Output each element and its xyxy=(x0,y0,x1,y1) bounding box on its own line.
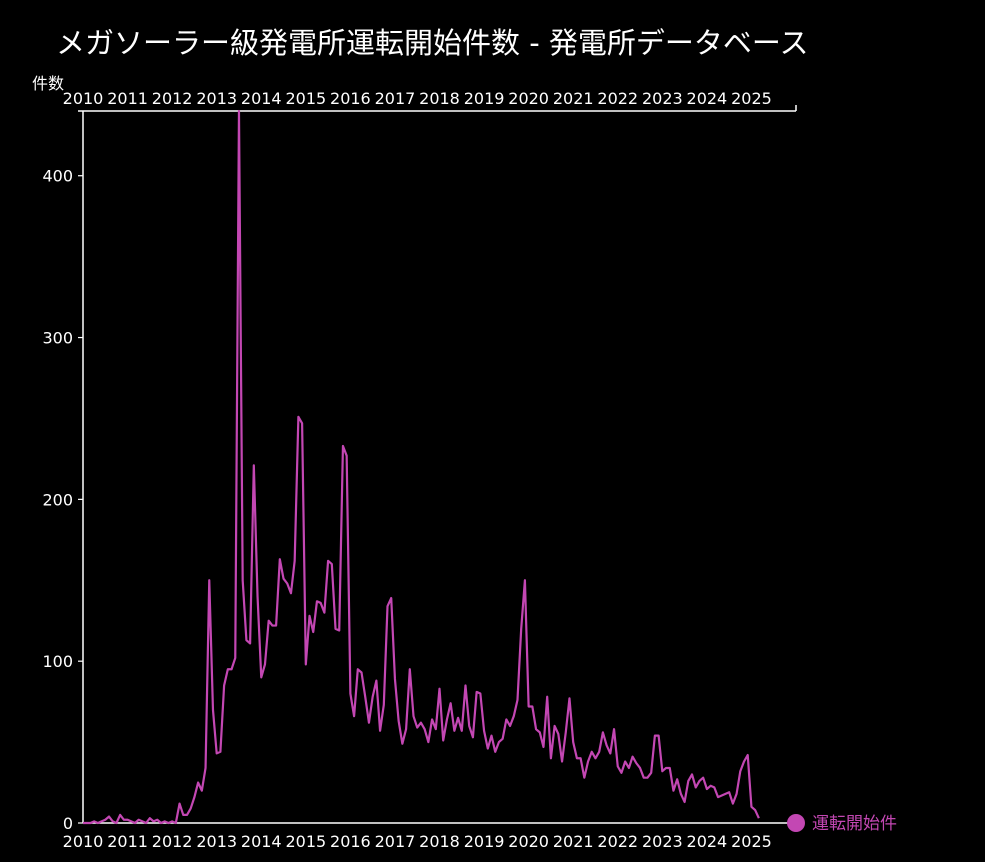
legend[interactable]: 運転開始件 xyxy=(787,814,897,834)
legend-marker xyxy=(787,814,805,832)
x-tick-label-bottom: 2022 xyxy=(597,832,638,851)
y-tick-label: 100 xyxy=(42,652,73,671)
x-tick-label-top: 2014 xyxy=(241,89,282,108)
x-tick-label-bottom: 2011 xyxy=(107,832,148,851)
x-tick-label-bottom: 2017 xyxy=(375,832,416,851)
x-tick-label-bottom: 2010 xyxy=(63,832,104,851)
x-tick-label-bottom: 2016 xyxy=(330,832,371,851)
y-tick-label: 300 xyxy=(42,329,73,348)
x-tick-label-bottom: 2020 xyxy=(508,832,549,851)
x-tick-label-top: 2019 xyxy=(464,89,505,108)
series-line xyxy=(83,109,760,825)
x-tick-label-bottom: 2019 xyxy=(464,832,505,851)
x-tick-label-top: 2012 xyxy=(152,89,193,108)
x-tick-label-bottom: 2012 xyxy=(152,832,193,851)
tick-labels: 0100200300400201020102011201120122012201… xyxy=(42,89,771,851)
x-tick-label-top: 2015 xyxy=(285,89,326,108)
x-tick-label-top: 2024 xyxy=(687,89,728,108)
x-tick-label-top: 2016 xyxy=(330,89,371,108)
x-tick-label-top: 2010 xyxy=(63,89,104,108)
chart-title: メガソーラー級発電所運転開始件数 - 発電所データベース xyxy=(56,26,808,60)
y-tick-label: 400 xyxy=(42,167,73,186)
axes xyxy=(78,105,797,824)
x-tick-label-bottom: 2018 xyxy=(419,832,460,851)
x-tick-label-bottom: 2015 xyxy=(285,832,326,851)
x-tick-label-bottom: 2023 xyxy=(642,832,683,851)
x-tick-label-bottom: 2024 xyxy=(687,832,728,851)
x-tick-label-top: 2018 xyxy=(419,89,460,108)
x-tick-label-top: 2020 xyxy=(508,89,549,108)
x-tick-label-top: 2025 xyxy=(731,89,772,108)
x-tick-label-bottom: 2013 xyxy=(196,832,237,851)
x-tick-label-bottom: 2014 xyxy=(241,832,282,851)
x-tick-label-top: 2011 xyxy=(107,89,148,108)
x-tick-label-top: 2022 xyxy=(597,89,638,108)
legend-label: 運転開始件 xyxy=(812,814,897,834)
x-tick-label-bottom: 2025 xyxy=(731,832,772,851)
x-tick-label-bottom: 2021 xyxy=(553,832,594,851)
y-axis-label: 件数 xyxy=(32,74,64,93)
x-tick-label-top: 2017 xyxy=(375,89,416,108)
y-tick-label: 200 xyxy=(42,490,73,509)
x-tick-label-top: 2013 xyxy=(196,89,237,108)
y-tick-label: 0 xyxy=(63,814,73,833)
x-tick-label-top: 2023 xyxy=(642,89,683,108)
x-tick-label-top: 2021 xyxy=(553,89,594,108)
